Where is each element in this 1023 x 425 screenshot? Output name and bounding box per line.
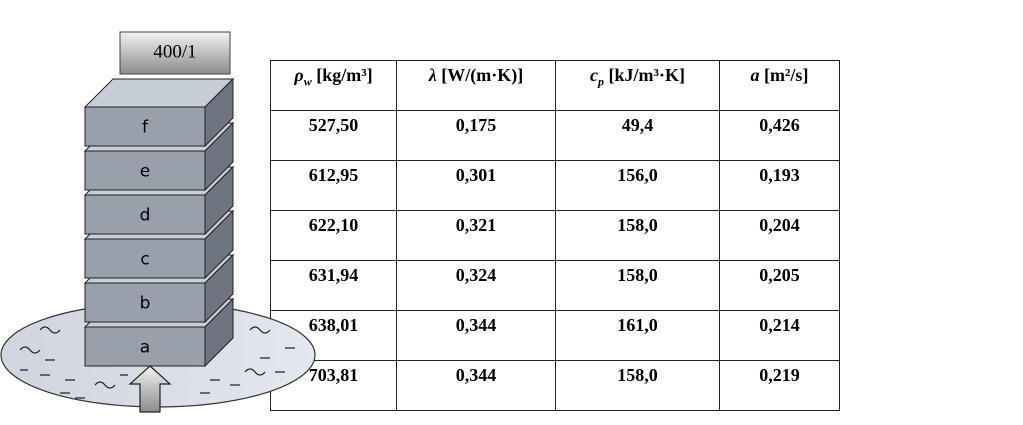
unit: [W/(m·K)] [441, 65, 524, 85]
subscript: w [303, 74, 312, 89]
block-front [84, 106, 206, 147]
data-row: 703,81 0,344 158,0 0,219 [270, 360, 840, 411]
unit: [kJ/m³·K] [608, 65, 685, 85]
symbol: ρ [294, 65, 304, 85]
label-box [119, 31, 231, 75]
header-cell: a [m²/s] [719, 60, 840, 111]
layer-block: f [83, 77, 235, 148]
cell: 0,204 [719, 210, 840, 261]
cell: 0,193 [719, 160, 840, 211]
data-row: 622,10 0,321 158,0 0,204 [270, 210, 840, 261]
block-front [84, 238, 206, 279]
subscript: p [598, 74, 605, 89]
cell: 0,344 [396, 310, 556, 361]
cell: 0,324 [396, 260, 556, 311]
cell: 158,0 [555, 210, 720, 261]
cell: 0,301 [396, 160, 556, 211]
symbol: c [590, 65, 599, 85]
arrow-up [128, 365, 172, 413]
block-front [84, 326, 206, 367]
layer-label: f [142, 118, 149, 138]
property-table: ρw [kg/m³] λ [W/(m·K)] cp [kJ/m³·K] a [m²/s… [270, 60, 840, 411]
layer-label: a [140, 338, 150, 358]
header-cell: ρw [kg/m³] [270, 60, 397, 111]
block-front [84, 150, 206, 191]
cell: 527,50 [270, 110, 397, 161]
block-front [84, 194, 206, 235]
cell: 0,321 [396, 210, 556, 261]
cell: 0,175 [396, 110, 556, 161]
block-front [84, 282, 206, 323]
unit: [kg/m³] [316, 65, 373, 85]
data-row: 612,95 0,301 156,0 0,193 [270, 160, 840, 211]
header-cell: λ [W/(m·K)] [396, 60, 556, 111]
data-row: 631,94 0,324 158,0 0,205 [270, 260, 840, 311]
water-marks [19, 326, 295, 399]
layer-label: e [140, 162, 150, 182]
layer-label: c [140, 250, 149, 270]
cell: 0,219 [719, 360, 840, 411]
layer-label: b [140, 294, 151, 314]
layer-stack: a b c d e f [83, 77, 235, 368]
symbol: a [750, 65, 760, 85]
cell: 156,0 [555, 160, 720, 211]
unit: [m²/s] [764, 65, 809, 85]
layer-block: c [83, 209, 235, 280]
cell: 631,94 [270, 260, 397, 311]
cell: 158,0 [555, 360, 720, 411]
symbol: λ [428, 65, 437, 85]
cell: 0,205 [719, 260, 840, 311]
label: 400/1 [153, 41, 196, 62]
layer-label: d [140, 206, 151, 226]
